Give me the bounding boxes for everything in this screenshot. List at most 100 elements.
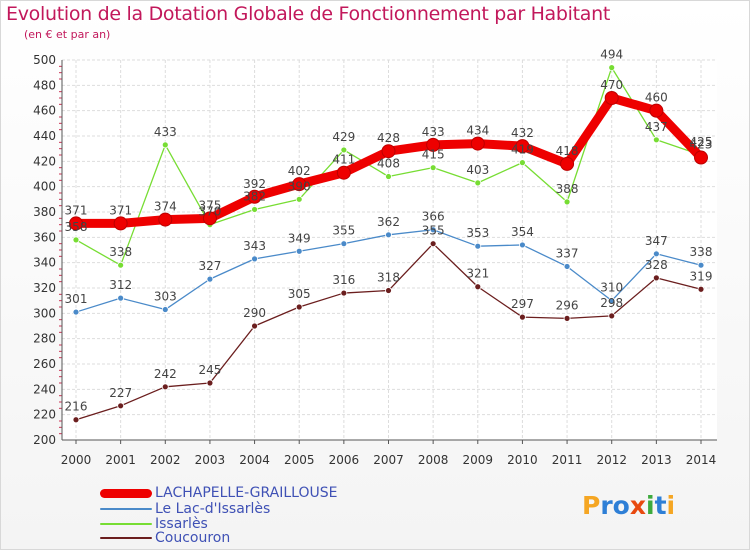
legend-label: Issarlès	[155, 516, 208, 532]
chart-title: Evolution de la Dotation Globale de Fonc…	[6, 3, 611, 25]
y-tick-label: 380	[33, 205, 56, 219]
data-point	[113, 216, 128, 231]
data-point	[697, 261, 705, 269]
x-tick-label: 2014	[686, 453, 717, 467]
y-tick-label: 200	[33, 433, 56, 447]
x-tick-label: 2004	[239, 453, 270, 467]
data-label: 366	[422, 210, 445, 224]
data-label: 428	[377, 131, 400, 145]
data-label: 355	[332, 224, 355, 238]
data-label: 354	[511, 225, 534, 239]
legend-swatch	[100, 508, 152, 510]
data-label: 321	[466, 267, 489, 281]
data-point	[72, 308, 80, 316]
chart-subtitle: (en € et par an)	[24, 28, 111, 41]
x-tick-label: 2012	[596, 453, 627, 467]
y-tick-label: 400	[33, 180, 56, 194]
data-point	[292, 177, 307, 192]
data-point	[652, 274, 660, 282]
data-point	[563, 198, 571, 206]
data-point	[117, 261, 125, 269]
legend-swatch	[100, 523, 152, 525]
data-point	[608, 312, 616, 320]
data-point	[515, 139, 530, 154]
data-label: 371	[109, 203, 132, 217]
data-point	[519, 241, 526, 249]
data-point	[697, 285, 705, 293]
data-label: 432	[511, 126, 534, 140]
data-point	[161, 141, 169, 149]
data-label: 312	[109, 278, 132, 292]
data-label: 419	[511, 143, 534, 157]
y-tick-label: 480	[33, 78, 56, 92]
data-label: 358	[65, 220, 88, 234]
x-tick-label: 2005	[284, 453, 315, 467]
data-label: 310	[600, 281, 623, 295]
data-label: 460	[645, 91, 668, 105]
proxiti-logo: Proxiti	[582, 491, 676, 520]
y-tick-label: 220	[33, 408, 56, 422]
data-point	[563, 263, 571, 270]
y-tick-label: 300	[33, 306, 56, 320]
data-label: 290	[243, 306, 266, 320]
data-point	[158, 212, 173, 227]
data-label: 327	[198, 259, 221, 273]
y-tick-label: 360	[33, 230, 56, 244]
data-point	[474, 283, 482, 291]
data-label: 303	[154, 290, 177, 304]
data-label: 411	[332, 153, 355, 167]
data-label: 316	[332, 273, 355, 287]
legend-swatch	[100, 537, 152, 539]
x-tick-label: 2000	[61, 453, 92, 467]
data-label: 433	[154, 125, 177, 139]
data-point	[336, 165, 351, 180]
data-point	[247, 189, 262, 204]
data-label: 301	[65, 292, 88, 306]
data-label: 319	[690, 269, 713, 283]
data-point	[340, 289, 348, 297]
data-label: 382	[243, 189, 266, 203]
y-tick-label: 440	[33, 129, 56, 143]
data-point	[608, 64, 616, 71]
data-label: 362	[377, 215, 400, 229]
data-point	[426, 137, 441, 152]
y-tick-label: 500	[33, 53, 56, 67]
data-label: 355	[422, 224, 445, 238]
data-point	[206, 379, 214, 387]
data-point	[72, 236, 80, 244]
data-point	[470, 136, 485, 151]
data-label: 297	[511, 297, 534, 311]
x-tick-label: 2013	[641, 453, 672, 467]
x-tick-label: 2011	[552, 453, 583, 467]
data-label: 418	[556, 144, 579, 158]
data-label: 392	[243, 177, 266, 191]
x-tick-label: 2006	[329, 453, 360, 467]
data-point	[117, 294, 125, 302]
data-label: 415	[422, 148, 445, 162]
data-point	[519, 159, 526, 167]
legend-label: Le Lac-d'Issarlès	[155, 501, 271, 517]
y-tick-label: 260	[33, 357, 56, 371]
data-label: 402	[288, 164, 311, 178]
data-point	[69, 216, 83, 231]
data-point	[295, 303, 303, 311]
data-label: 375	[198, 198, 221, 212]
y-tick-label: 320	[33, 281, 56, 295]
data-point	[161, 306, 169, 313]
data-label: 296	[556, 298, 579, 312]
data-point	[161, 383, 169, 391]
y-tick-label: 280	[33, 332, 56, 346]
data-point	[474, 179, 482, 187]
y-tick-label: 240	[33, 382, 56, 396]
data-label: 245	[198, 363, 221, 377]
data-point	[474, 242, 482, 250]
data-point	[604, 91, 619, 105]
data-label: 242	[154, 367, 177, 381]
data-label: 318	[377, 271, 400, 285]
legend-label: Coucouron	[155, 530, 231, 546]
data-label: 371	[65, 203, 88, 217]
x-tick-label: 2010	[507, 453, 538, 467]
data-point	[251, 322, 258, 330]
x-tick-label: 2001	[105, 453, 136, 467]
